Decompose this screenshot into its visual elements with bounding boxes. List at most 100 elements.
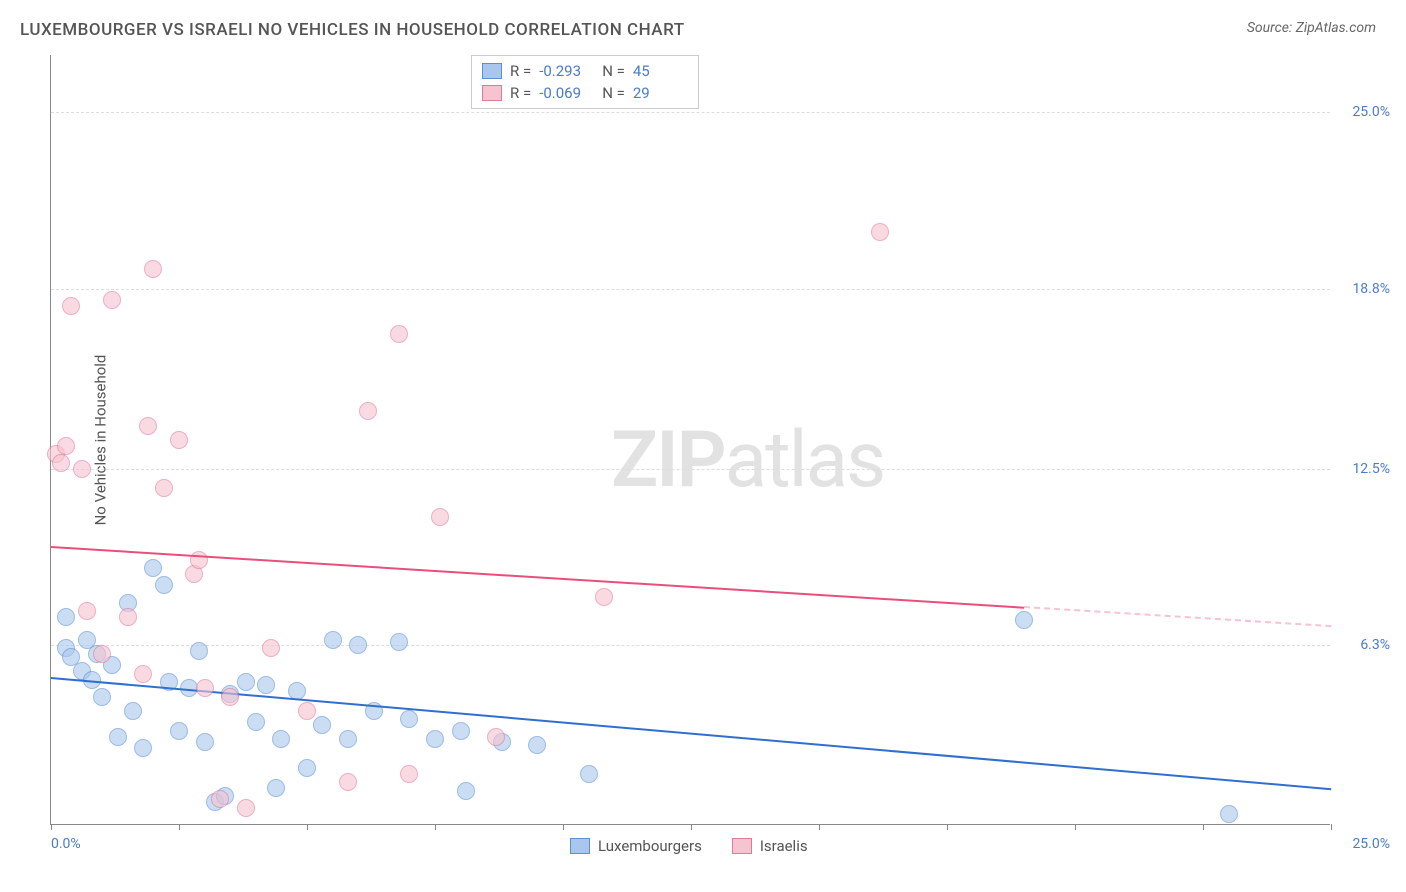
- data-point: [103, 291, 121, 309]
- data-point: [237, 799, 255, 817]
- x-tick: [1331, 824, 1332, 830]
- gridline: [51, 469, 1330, 470]
- y-tick-label: 25.0%: [1352, 104, 1390, 120]
- data-point: [339, 773, 357, 791]
- y-tick-label: 6.3%: [1360, 637, 1390, 653]
- data-point: [124, 702, 142, 720]
- data-point: [339, 730, 357, 748]
- data-point: [93, 688, 111, 706]
- data-point: [452, 722, 470, 740]
- x-tick: [307, 824, 308, 830]
- legend-swatch: [482, 85, 502, 101]
- data-point: [400, 765, 418, 783]
- watermark: ZIPatlas: [611, 415, 884, 506]
- data-point: [144, 260, 162, 278]
- data-point: [221, 688, 239, 706]
- data-point: [390, 633, 408, 651]
- series-legend: Luxembourgers Israelis: [570, 837, 808, 855]
- data-point: [1015, 611, 1033, 629]
- legend-swatch: [482, 63, 502, 79]
- r-value: -0.069: [539, 84, 594, 102]
- x-tick: [1203, 824, 1204, 830]
- x-max-label: 25.0%: [1352, 836, 1390, 852]
- data-point: [431, 508, 449, 526]
- data-point: [262, 639, 280, 657]
- x-tick: [179, 824, 180, 830]
- trend-line: [51, 677, 1331, 790]
- data-point: [144, 559, 162, 577]
- x-tick: [51, 824, 52, 830]
- data-point: [211, 790, 229, 808]
- gridline: [51, 645, 1330, 646]
- data-point: [57, 608, 75, 626]
- gridline: [51, 289, 1330, 290]
- data-point: [52, 454, 70, 472]
- x-min-label: 0.0%: [51, 836, 81, 852]
- x-tick: [947, 824, 948, 830]
- data-point: [170, 431, 188, 449]
- r-label: R =: [510, 84, 531, 102]
- data-point: [109, 728, 127, 746]
- legend-swatch: [570, 838, 590, 854]
- x-tick: [563, 824, 564, 830]
- legend-row: R = -0.069 N = 29: [482, 82, 688, 104]
- data-point: [871, 223, 889, 241]
- plot-area: ZIPatlas R =-0.293N =45R =-0.069N =29 6.…: [50, 55, 1330, 825]
- data-point: [196, 733, 214, 751]
- data-point: [78, 602, 96, 620]
- data-point: [400, 710, 418, 728]
- data-point: [155, 479, 173, 497]
- x-tick: [691, 824, 692, 830]
- x-tick: [1075, 824, 1076, 830]
- data-point: [257, 676, 275, 694]
- x-tick: [819, 824, 820, 830]
- data-point: [267, 779, 285, 797]
- x-tick: [435, 824, 436, 830]
- data-point: [139, 417, 157, 435]
- data-point: [93, 645, 111, 663]
- series-name: Luxembourgers: [598, 837, 702, 855]
- data-point: [73, 460, 91, 478]
- legend-row: R =-0.293N =45: [482, 60, 688, 82]
- data-point: [528, 736, 546, 754]
- data-point: [426, 730, 444, 748]
- trend-line-extrapolated: [1024, 606, 1331, 627]
- legend-swatch: [732, 838, 752, 854]
- chart-title: LUXEMBOURGER VS ISRAELI NO VEHICLES IN H…: [20, 20, 685, 40]
- data-point: [57, 437, 75, 455]
- y-tick-label: 12.5%: [1352, 461, 1390, 477]
- n-value: 45: [633, 62, 688, 80]
- data-point: [196, 679, 214, 697]
- data-point: [487, 728, 505, 746]
- data-point: [298, 702, 316, 720]
- data-point: [190, 642, 208, 660]
- data-point: [298, 759, 316, 777]
- data-point: [457, 782, 475, 800]
- data-point: [62, 297, 80, 315]
- data-point: [359, 402, 377, 420]
- data-point: [1220, 805, 1238, 823]
- data-point: [324, 631, 342, 649]
- data-point: [247, 713, 265, 731]
- data-point: [190, 551, 208, 569]
- gridline: [51, 112, 1330, 113]
- legend-item: Luxembourgers: [570, 837, 702, 855]
- n-label: N =: [602, 84, 625, 102]
- data-point: [272, 730, 290, 748]
- r-value: -0.293: [539, 62, 594, 80]
- data-point: [349, 636, 367, 654]
- series-name: Israelis: [760, 837, 808, 855]
- data-point: [390, 325, 408, 343]
- data-point: [595, 588, 613, 606]
- data-point: [170, 722, 188, 740]
- data-point: [119, 608, 137, 626]
- y-tick-label: 18.8%: [1352, 281, 1390, 297]
- data-point: [237, 673, 255, 691]
- n-value: 29: [633, 84, 688, 102]
- correlation-legend: R = -0.293 N = 45 R = -0.069 N = 29: [471, 55, 699, 109]
- r-label: R =: [510, 62, 531, 80]
- legend-item: Israelis: [732, 837, 808, 855]
- data-point: [134, 665, 152, 683]
- data-point: [580, 765, 598, 783]
- data-point: [134, 739, 152, 757]
